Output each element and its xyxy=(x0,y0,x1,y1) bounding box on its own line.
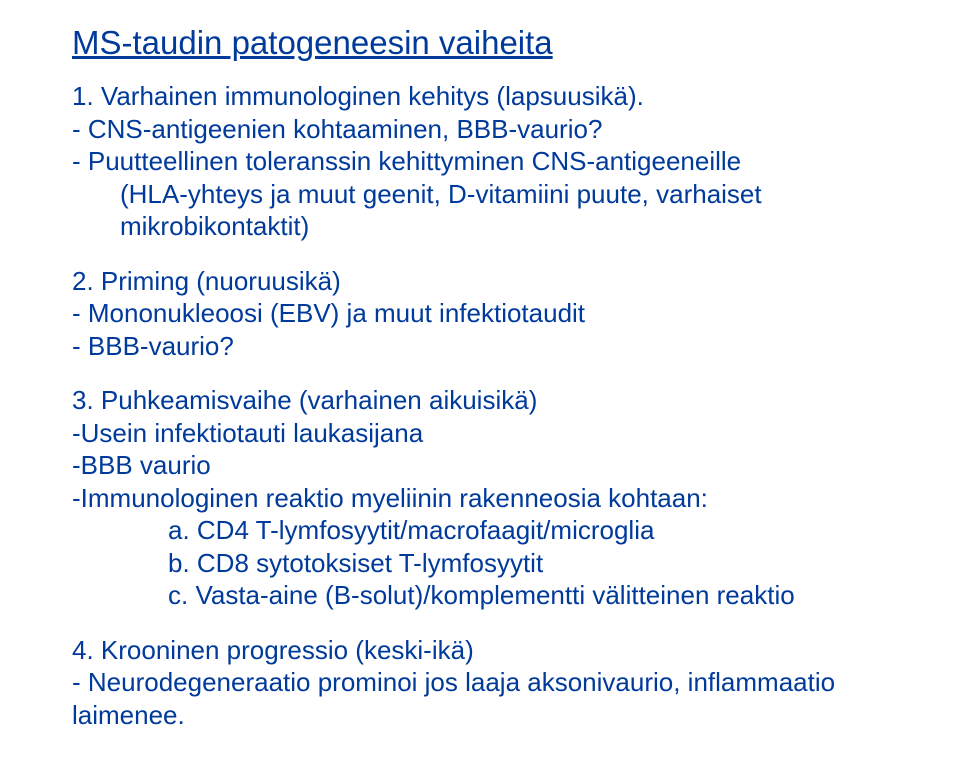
text-line: - BBB-vaurio? xyxy=(72,330,904,363)
text-line: 1. Varhainen immunologinen kehitys (laps… xyxy=(72,80,904,113)
text-line: 4. Krooninen progressio (keski-ikä) xyxy=(72,634,904,667)
text-line: c. Vasta-aine (B-solut)/komplementti väl… xyxy=(72,579,904,612)
section-4: 4. Krooninen progressio (keski-ikä) - Ne… xyxy=(72,634,904,732)
text-line: - Neurodegeneraatio prominoi jos laaja a… xyxy=(72,666,904,731)
text-line: -BBB vaurio xyxy=(72,449,904,482)
text-line: -Immunologinen reaktio myeliinin rakenne… xyxy=(72,482,904,515)
text-line: - Puutteellinen toleranssin kehittyminen… xyxy=(72,145,904,178)
section-2: 2. Priming (nuoruusikä) - Mononukleoosi … xyxy=(72,265,904,363)
page-title: MS-taudin patogeneesin vaiheita xyxy=(72,24,904,62)
text-line: a. CD4 T-lymfosyytit/macrofaagit/microgl… xyxy=(72,514,904,547)
slide-page: MS-taudin patogeneesin vaiheita 1. Varha… xyxy=(0,0,960,777)
text-line: - Mononukleoosi (EBV) ja muut infektiota… xyxy=(72,297,904,330)
section-3: 3. Puhkeamisvaihe (varhainen aikuisikä) … xyxy=(72,384,904,612)
text-line: 3. Puhkeamisvaihe (varhainen aikuisikä) xyxy=(72,384,904,417)
text-line: - CNS-antigeenien kohtaaminen, BBB-vauri… xyxy=(72,113,904,146)
text-line: 2. Priming (nuoruusikä) xyxy=(72,265,904,298)
text-line: b. CD8 sytotoksiset T-lymfosyytit xyxy=(72,547,904,580)
text-line: -Usein infektiotauti laukasijana xyxy=(72,417,904,450)
section-1: 1. Varhainen immunologinen kehitys (laps… xyxy=(72,80,904,243)
text-line: (HLA-yhteys ja muut geenit, D-vitamiini … xyxy=(72,178,904,243)
